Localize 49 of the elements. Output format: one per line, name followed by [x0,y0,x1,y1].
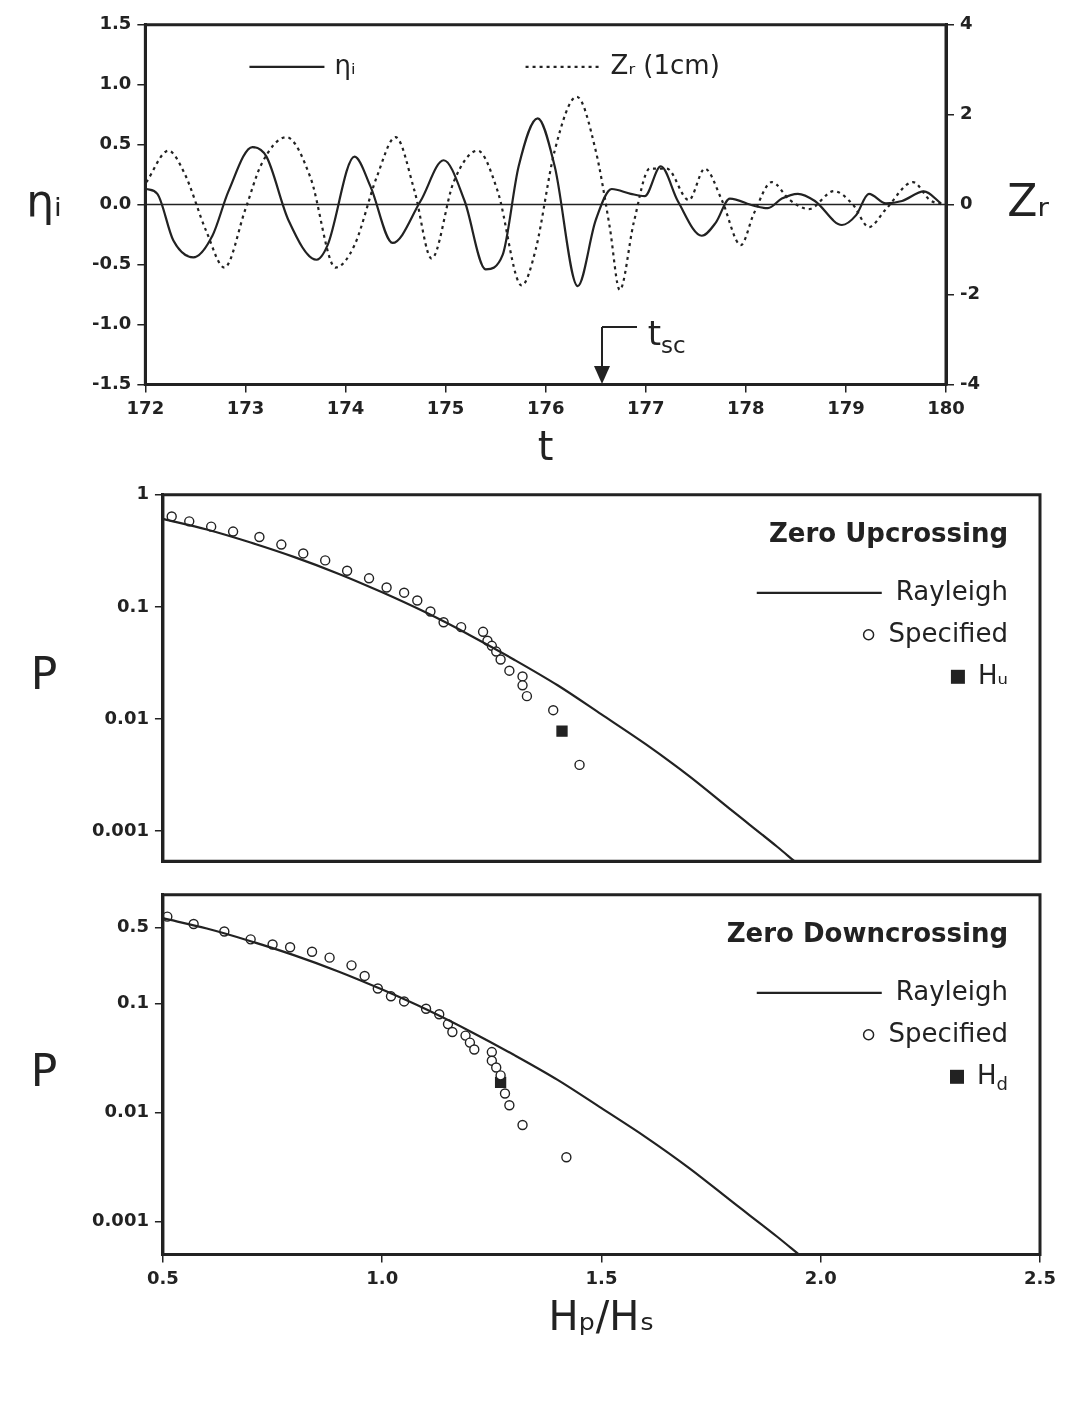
y-tick-label: 0.1 [117,991,149,1013]
x-tick-label: 174 [326,396,365,418]
x-tick-label: 176 [526,396,565,418]
y-tick-label: 0.0 [99,192,132,214]
y-tick-label: 0.01 [104,1100,149,1122]
y2-tick-label: 2 [960,102,973,124]
y-axis-title: P [30,648,58,700]
y-tick-label: 0.1 [117,594,149,616]
y-tick-label: 0.5 [99,132,132,154]
x-tick-label: 177 [626,396,665,418]
legend-label: Hᵤ [977,659,1008,690]
x-tick-label: 175 [426,396,465,418]
y2-tick-label: -4 [960,372,980,394]
x-tick-label: 2.5 [1024,1266,1056,1288]
y2-tick-label: 4 [960,12,973,34]
x-axis-title: Hₚ/Hₛ [548,1293,655,1340]
x-tick-label: 172 [126,396,165,418]
x-tick-label: 180 [927,396,965,418]
y-tick-label: -0.5 [92,252,132,274]
legend-label: Rayleigh [895,575,1009,606]
legend-label: Specified [888,1017,1009,1048]
legend-title: Zero Downcrossing [726,917,1008,948]
legend-label: Specified [888,617,1009,648]
y-axis-title: ηᵢ [26,175,62,227]
y2-tick-label: 0 [960,192,973,214]
x-tick-label: 178 [727,396,765,418]
x-tick-label: 1.0 [366,1266,399,1288]
x-tick-label: 173 [226,396,265,418]
x-tick-label: 179 [827,396,865,418]
y-tick-label: 0.001 [92,818,149,840]
x-axis-title: t [537,423,554,470]
legend-label: ηᵢ [334,49,356,80]
y2-tick-label: -2 [960,282,980,304]
legend-label: Zᵣ (1cm) [610,49,720,80]
y-tick-label: 1 [136,482,149,504]
y-tick-label: 0.001 [92,1209,149,1231]
y-tick-label: 1.5 [99,12,132,34]
legend-title: Zero Upcrossing [768,517,1008,548]
legend-label: Rayleigh [895,975,1009,1006]
x-tick-label: 0.5 [146,1266,179,1288]
y-tick-label: 0.01 [104,706,149,728]
y-tick-label: 0.5 [117,915,149,937]
x-tick-label: 1.5 [585,1266,618,1288]
y-tick-label: 1.0 [99,72,132,94]
x-tick-label: 2.0 [804,1266,837,1288]
y-tick-label: -1.5 [92,372,132,394]
y-axis-title: P [30,1045,58,1097]
y2-axis-title: Zᵣ [1007,175,1050,227]
y-tick-label: -1.0 [92,312,132,334]
